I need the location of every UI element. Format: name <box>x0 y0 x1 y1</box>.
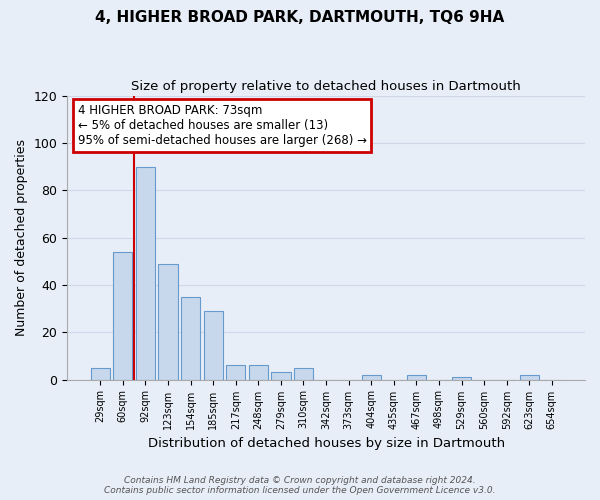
Text: Contains HM Land Registry data © Crown copyright and database right 2024.
Contai: Contains HM Land Registry data © Crown c… <box>104 476 496 495</box>
X-axis label: Distribution of detached houses by size in Dartmouth: Distribution of detached houses by size … <box>148 437 505 450</box>
Title: Size of property relative to detached houses in Dartmouth: Size of property relative to detached ho… <box>131 80 521 93</box>
Bar <box>91 368 110 380</box>
Bar <box>226 366 245 380</box>
Y-axis label: Number of detached properties: Number of detached properties <box>15 139 28 336</box>
Bar <box>136 166 155 380</box>
Bar <box>181 296 200 380</box>
Bar <box>407 375 426 380</box>
Bar <box>520 375 539 380</box>
Bar <box>452 377 471 380</box>
Bar <box>271 372 290 380</box>
Text: 4 HIGHER BROAD PARK: 73sqm
← 5% of detached houses are smaller (13)
95% of semi-: 4 HIGHER BROAD PARK: 73sqm ← 5% of detac… <box>77 104 367 147</box>
Text: 4, HIGHER BROAD PARK, DARTMOUTH, TQ6 9HA: 4, HIGHER BROAD PARK, DARTMOUTH, TQ6 9HA <box>95 10 505 25</box>
Bar <box>113 252 133 380</box>
Bar <box>249 366 268 380</box>
Bar <box>294 368 313 380</box>
Bar <box>203 311 223 380</box>
Bar <box>362 375 381 380</box>
Bar <box>158 264 178 380</box>
